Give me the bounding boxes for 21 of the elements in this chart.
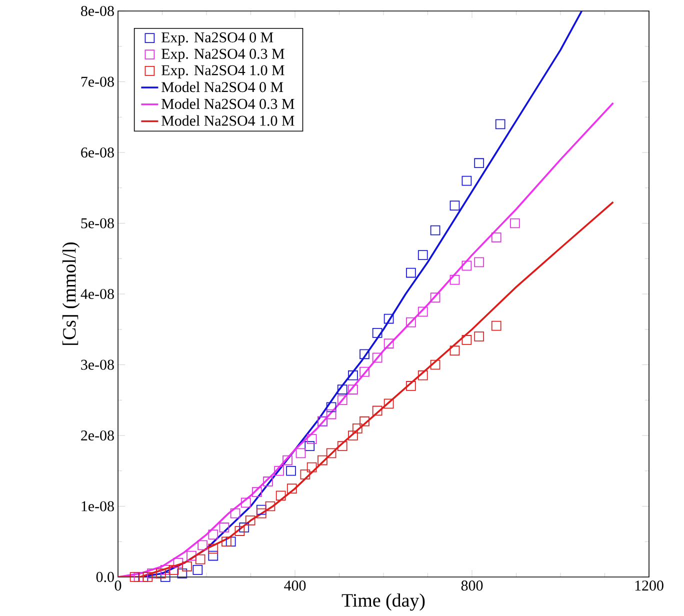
legend-label: Exp. Na2SO4 0.3 M xyxy=(162,48,284,62)
legend-label: Exp. Na2SO4 0 M xyxy=(162,32,274,46)
y-tick-label: 1e-08 xyxy=(82,501,114,512)
legend-label: Exp. Na2SO4 1.0 M xyxy=(162,65,284,78)
y-axis-title: [Cs] (mmol/l) xyxy=(62,242,80,345)
x-tick-label: 1200 xyxy=(635,580,664,591)
y-tick-label: 0.0 xyxy=(96,572,114,582)
x-tick-label: 800 xyxy=(461,580,483,591)
y-tick-label: 4e-08 xyxy=(80,288,114,300)
legend-label: Model Na2SO4 0.3 M xyxy=(162,98,294,110)
y-tick-label: 6e-08 xyxy=(81,147,114,158)
legend-label: Model Na2SO4 1.0 M xyxy=(162,115,294,126)
x-tick-label: 400 xyxy=(284,580,306,591)
y-tick-label: 7e-08 xyxy=(81,76,114,87)
x-axis-title: Time (day) xyxy=(342,593,425,611)
legend-label: Model Na2SO4 0 M xyxy=(162,82,284,92)
x-tick-label: 0 xyxy=(114,580,122,591)
y-tick-label: 2e-08 xyxy=(81,430,114,441)
y-tick-label: 3e-08 xyxy=(81,360,114,370)
y-tick-label: 8e-08 xyxy=(81,6,114,16)
y-tick-label: 5e-08 xyxy=(81,218,114,228)
